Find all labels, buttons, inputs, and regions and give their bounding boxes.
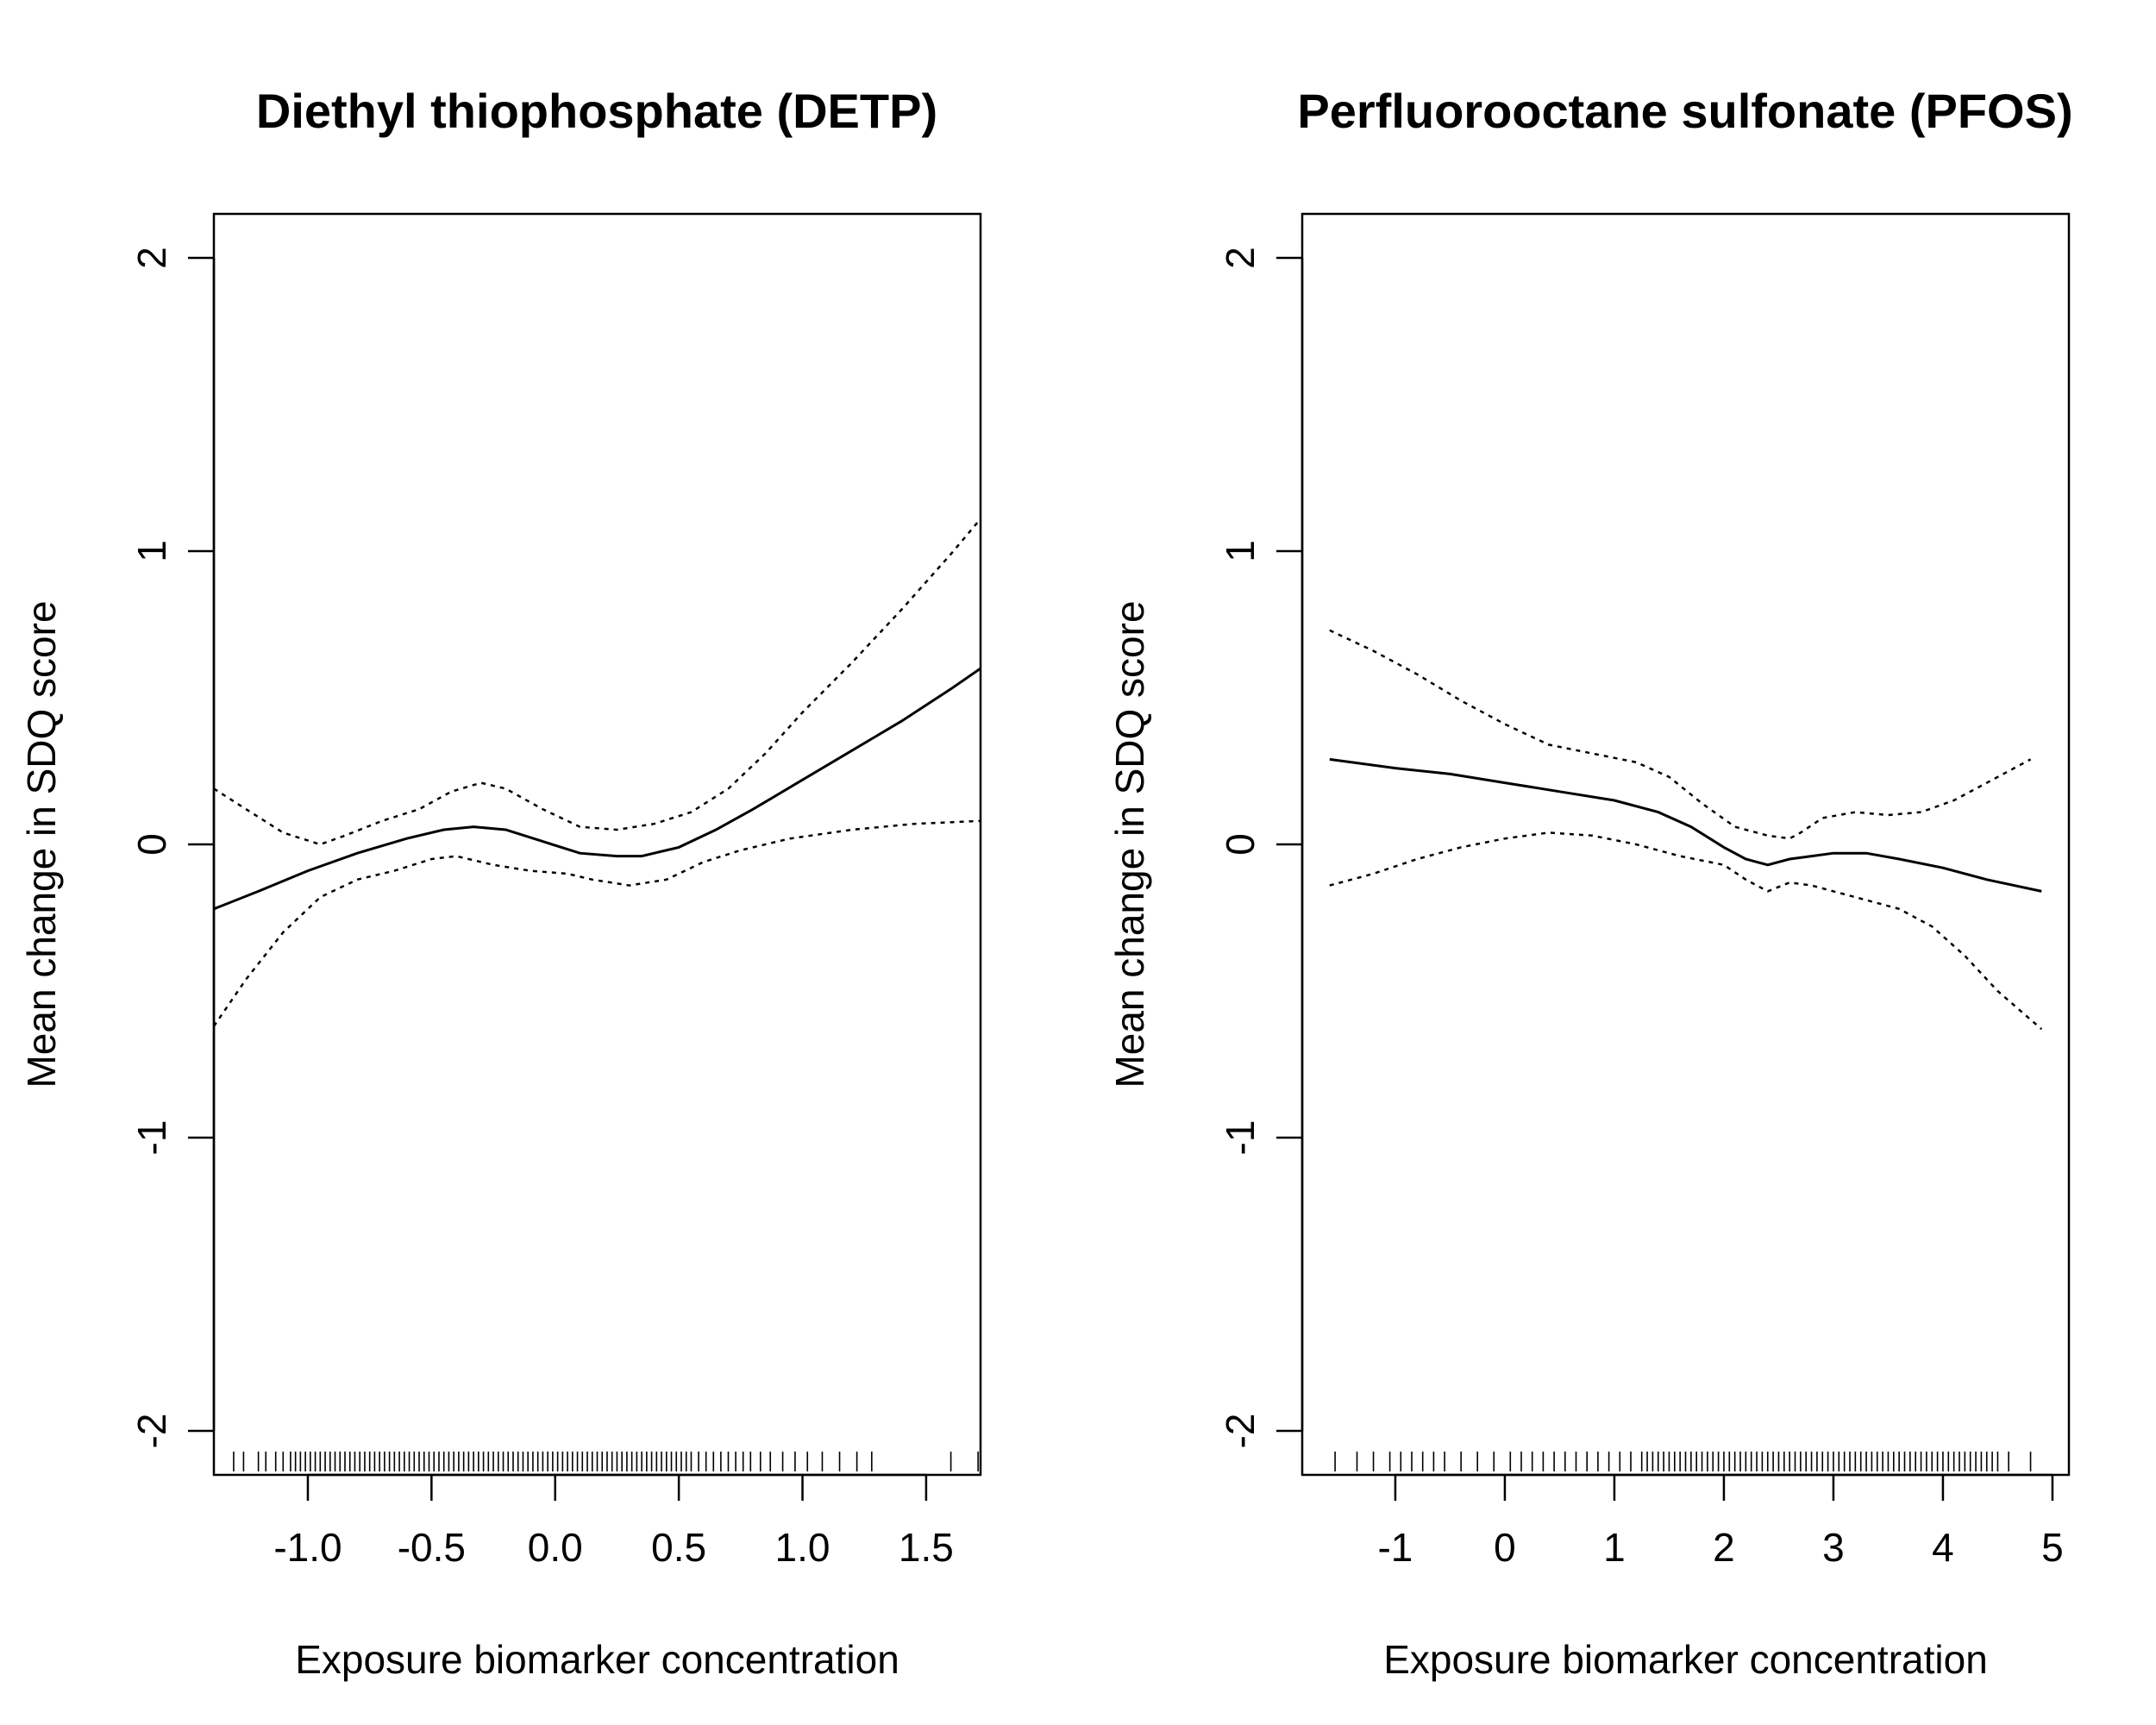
y-tick-label: -1 (1218, 1120, 1263, 1156)
y-tick-label: -2 (1218, 1414, 1263, 1449)
confidence-bound-line (213, 518, 981, 846)
x-tick-label: -1 (1377, 1525, 1413, 1570)
x-tick-label: 1 (1603, 1525, 1626, 1570)
y-tick-label: 2 (129, 247, 174, 269)
x-tick-label: 1.5 (899, 1525, 954, 1570)
y-tick-label: 2 (1218, 247, 1263, 269)
x-tick-label: 4 (1932, 1525, 1954, 1570)
x-tick-label: 5 (2041, 1525, 2064, 1570)
y-axis-label: Mean change in SDQ score (19, 600, 64, 1088)
y-tick-label: 0 (129, 833, 174, 856)
confidence-bound-line (1329, 629, 2032, 840)
x-tick-label: 1.0 (775, 1525, 830, 1570)
y-tick-label: 0 (1218, 833, 1263, 856)
fitted-line (1329, 757, 2042, 893)
x-tick-label: -0.5 (398, 1525, 466, 1570)
x-tick-label: 2 (1713, 1525, 1735, 1570)
y-tick-label: -2 (129, 1414, 174, 1449)
x-axis-label: Exposure biomarker concentration (295, 1637, 899, 1682)
y-tick-label: 1 (1218, 540, 1263, 562)
confidence-bound-line (212, 819, 981, 1027)
chart-title: Perfluorooctane sulfonate (PFOS) (1297, 84, 2072, 138)
x-tick-label: 0.5 (651, 1525, 706, 1570)
x-tick-label: 0 (1494, 1525, 1516, 1570)
fitted-line (213, 667, 981, 911)
x-tick-label: 0.0 (528, 1525, 583, 1570)
y-tick-label: 1 (129, 540, 174, 562)
x-tick-label: 3 (1822, 1525, 1845, 1570)
panel-detp: Diethyl thiophosphate (DETP) -1.0 -0.5 0.0 0… (19, 84, 982, 1682)
y-tick-label: -1 (129, 1120, 174, 1156)
chart-title: Diethyl thiophosphate (DETP) (256, 84, 937, 138)
y-axis-label: Mean change in SDQ score (1107, 600, 1152, 1088)
x-axis-label: Exposure biomarker concentration (1383, 1637, 1988, 1682)
confidence-bound-line (1329, 831, 2043, 1031)
panel-pfos: Perfluorooctane sulfonate (PFOS) -1 0 1 2 3 4 5… (1107, 84, 2073, 1682)
x-tick-label: -1.0 (273, 1525, 342, 1570)
